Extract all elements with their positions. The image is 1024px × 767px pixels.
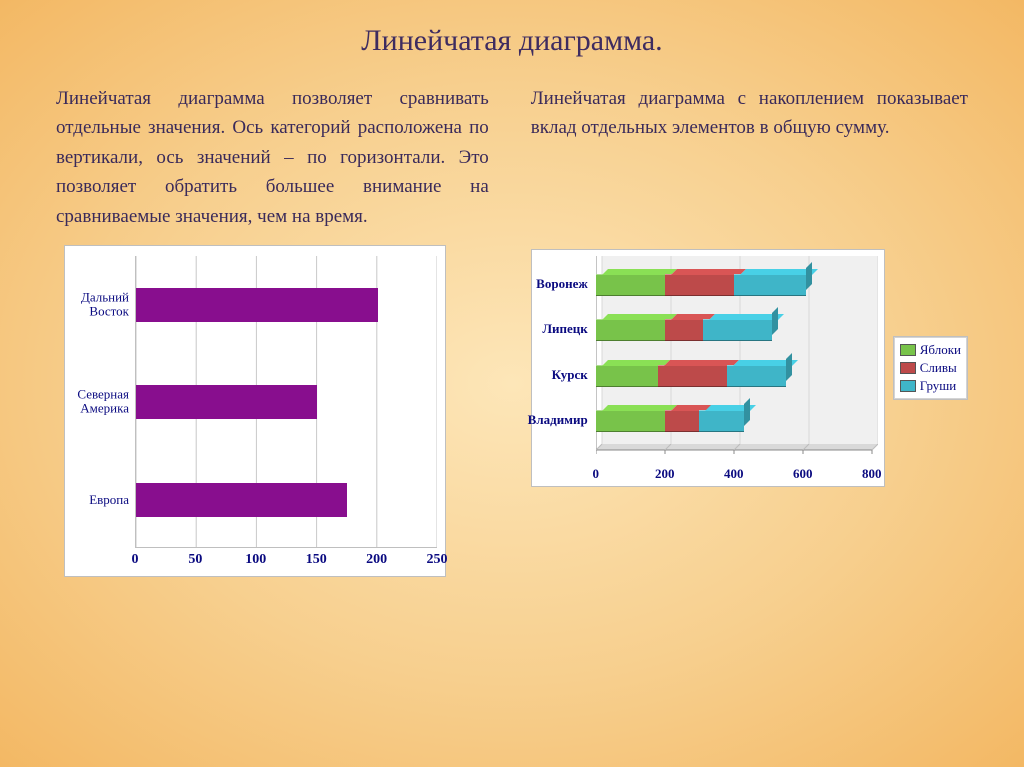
legend-label: Яблоки xyxy=(920,342,961,358)
bar-segment xyxy=(727,365,786,387)
xtick-label: 0 xyxy=(132,552,139,568)
left-chart-plot xyxy=(135,256,437,548)
xtick-label: 150 xyxy=(306,552,327,568)
xtick-label: 400 xyxy=(724,466,744,482)
bar-segment xyxy=(699,410,744,432)
bar-segment xyxy=(703,319,772,341)
stacked-bar-row xyxy=(596,319,772,341)
xtick-label: 200 xyxy=(366,552,387,568)
bar-segment xyxy=(665,410,700,432)
stacked-bar-row xyxy=(596,410,744,432)
bar-segment xyxy=(658,365,727,387)
slide: Линейчатая диаграмма. Линейчатая диаграм… xyxy=(0,0,1024,767)
bar-segment xyxy=(734,274,806,296)
right-chart-area: Воронеж Липецк Курск Владимир 0 200 400 600 800 xyxy=(531,249,885,487)
left-chart-area: Дальний Восток Северная Америка Европа 0 50… xyxy=(64,245,446,577)
bar-segment xyxy=(596,410,665,432)
ytick-label: Липецк xyxy=(542,321,587,337)
right-chart-ylabels: ВоронежЛипецкКурскВладимир xyxy=(532,256,592,462)
xtick-label: 50 xyxy=(188,552,202,568)
left-chart-xlabels: 050100150200250 xyxy=(135,552,437,574)
bar-segment xyxy=(596,274,665,296)
xtick-label: 600 xyxy=(793,466,813,482)
bar xyxy=(136,483,347,517)
bar-segment xyxy=(665,319,703,341)
ytick-label: Северная Америка xyxy=(65,388,129,417)
ytick-label: Владимир xyxy=(528,412,588,428)
stacked-bar-row xyxy=(596,365,786,387)
bar-segment xyxy=(596,365,658,387)
bar xyxy=(136,288,378,322)
bar-segment xyxy=(665,274,734,296)
left-chart-ylabels: Дальний Восток Северная Америка Европа xyxy=(65,256,133,548)
right-column: Линейчатая диаграмма с накоплением показ… xyxy=(531,84,968,577)
ytick-label: Европа xyxy=(65,492,129,506)
right-chart-plot xyxy=(596,256,878,462)
xtick-label: 250 xyxy=(427,552,448,568)
xtick-label: 100 xyxy=(245,552,266,568)
legend: Яблоки Сливы Груши xyxy=(893,336,968,400)
legend-swatch xyxy=(900,380,916,392)
xtick-label: 800 xyxy=(862,466,882,482)
left-description: Линейчатая диаграмма позволяет сравниват… xyxy=(56,84,489,231)
xtick-label: 200 xyxy=(655,466,675,482)
right-chart-xlabels: 0200400600800 xyxy=(596,466,878,484)
legend-swatch xyxy=(900,344,916,356)
bar-segment xyxy=(596,319,665,341)
right-chart-and-legend: Воронеж Липецк Курск Владимир 0 200 400 600 800… xyxy=(531,249,968,487)
bar xyxy=(136,385,317,419)
legend-label: Груши xyxy=(920,378,957,394)
legend-swatch xyxy=(900,362,916,374)
left-column: Линейчатая диаграмма позволяет сравниват… xyxy=(56,84,489,577)
legend-item: Груши xyxy=(900,377,961,395)
ytick-label: Курск xyxy=(552,367,588,383)
stacked-bar-row xyxy=(596,274,806,296)
ytick-label: Воронеж xyxy=(536,276,588,292)
columns: Линейчатая диаграмма позволяет сравниват… xyxy=(56,84,968,577)
legend-item: Яблоки xyxy=(900,341,961,359)
left-chart: Дальний Восток Северная Америка Европа 0 50… xyxy=(56,245,489,577)
xtick-label: 0 xyxy=(593,466,600,482)
page-title: Линейчатая диаграмма. xyxy=(56,24,968,58)
ytick-label: Дальний Восток xyxy=(65,291,129,320)
legend-label: Сливы xyxy=(920,360,957,376)
right-description: Линейчатая диаграмма с накоплением показ… xyxy=(531,84,968,143)
legend-item: Сливы xyxy=(900,359,961,377)
